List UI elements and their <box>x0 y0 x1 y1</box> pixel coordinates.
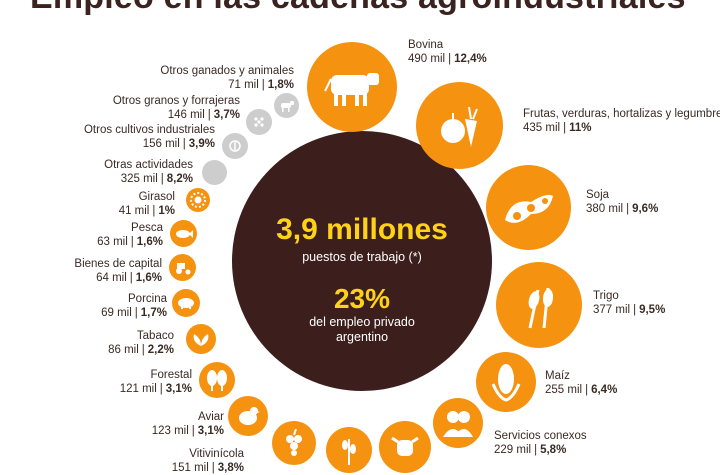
bubble-bovina <box>307 42 397 132</box>
label-girasol: Girasol 41 mil | 1% <box>118 191 175 217</box>
bubble-bienes <box>169 254 196 281</box>
label-forestal: Forestal 121 mil | 3,1% <box>119 369 192 395</box>
bubble-bottom-cattle <box>379 421 431 473</box>
bubble-otros-ganados <box>274 93 299 118</box>
total-jobs-value: 3,9 millones <box>276 213 448 246</box>
trees-icon <box>207 370 227 391</box>
bubble-porcina <box>172 289 200 317</box>
bubble-soja <box>486 165 571 250</box>
bubble-otras-actividades <box>202 160 227 185</box>
label-pesca: Pesca 63 mil | 1,6% <box>97 222 163 248</box>
wheat-icon <box>528 287 554 329</box>
bubble-frutas <box>416 82 503 169</box>
label-frutas: Frutas, verduras, hortalizas y legumbres… <box>523 108 720 134</box>
cow-icon <box>324 73 379 106</box>
page-title: Empleo en las cadenas agroindustriales <box>30 0 686 17</box>
bubble-bottom-grain <box>326 427 372 473</box>
bubble-forestal <box>199 362 235 398</box>
fish-icon <box>175 229 193 238</box>
total-jobs-caption: puestos de trabajo (*) <box>302 250 422 264</box>
label-otros-granos: Otros granos y forrajeras 146 mil | 3,7% <box>112 95 240 121</box>
bubble-maiz <box>476 352 536 412</box>
soy-icon <box>504 194 553 223</box>
people-icon <box>443 411 473 437</box>
grapes-icon <box>286 429 302 456</box>
bubble-trigo <box>496 262 582 348</box>
label-soja: Soja 380 mil | 9,6% <box>586 189 659 215</box>
share-value: 23% <box>333 283 391 314</box>
share-caption-line-2: argentino <box>335 330 389 344</box>
bubble-aviar <box>228 396 268 436</box>
fruits-icon <box>440 106 478 147</box>
label-bienes-de-capital: Bienes de capital 64 mil | 1,6% <box>74 258 162 284</box>
share-caption-line-1: del empleo privado <box>309 315 415 329</box>
center-summary: 3,9 millones puestos de trabajo (*) 23% … <box>232 131 492 391</box>
label-tabaco: Tabaco 86 mil | 2,2% <box>108 330 174 356</box>
plant-icon <box>229 140 241 152</box>
tractor-icon <box>175 262 190 274</box>
bubble-vitivinicola <box>272 421 316 465</box>
label-aviar: Aviar 123 mil | 3,1% <box>151 411 224 437</box>
goat-icon <box>280 100 294 112</box>
label-servicios: Servicios conexos 229 mil | 5,8% <box>494 430 587 456</box>
bubble-girasol <box>186 188 210 212</box>
corn-icon <box>491 364 521 402</box>
bubble-servicios <box>433 398 483 448</box>
label-trigo: Trigo 377 mil | 9,5% <box>593 290 666 316</box>
label-vitivinicola: Vitivinícola 151 mil | 3,8% <box>171 448 244 474</box>
cow-head-icon <box>391 436 419 456</box>
chicken-icon <box>239 407 260 425</box>
grains-icon <box>254 117 264 127</box>
label-bovina: Bovina 490 mil | 12,4% <box>408 39 487 65</box>
grain-stalk-icon <box>342 439 356 465</box>
leaf-icon <box>193 334 209 346</box>
label-otros-cultivos: Otros cultivos industriales 156 mil | 3,9% <box>83 124 215 150</box>
pig-icon <box>178 298 194 309</box>
bubble-otros-cultivos <box>222 133 248 159</box>
label-maiz: Maíz 255 mil | 6,4% <box>545 370 618 396</box>
bubble-otros-granos <box>246 109 272 135</box>
label-otras-actividades: Otras actividades 325 mil | 8,2% <box>104 159 193 185</box>
bubble-pesca <box>170 220 197 247</box>
label-otros-ganados: Otros ganados y animales 71 mil | 1,8% <box>160 65 294 91</box>
bubble-tabaco <box>186 324 216 354</box>
label-porcina: Porcina 69 mil | 1,7% <box>101 293 167 319</box>
sunflower-icon <box>190 192 206 208</box>
